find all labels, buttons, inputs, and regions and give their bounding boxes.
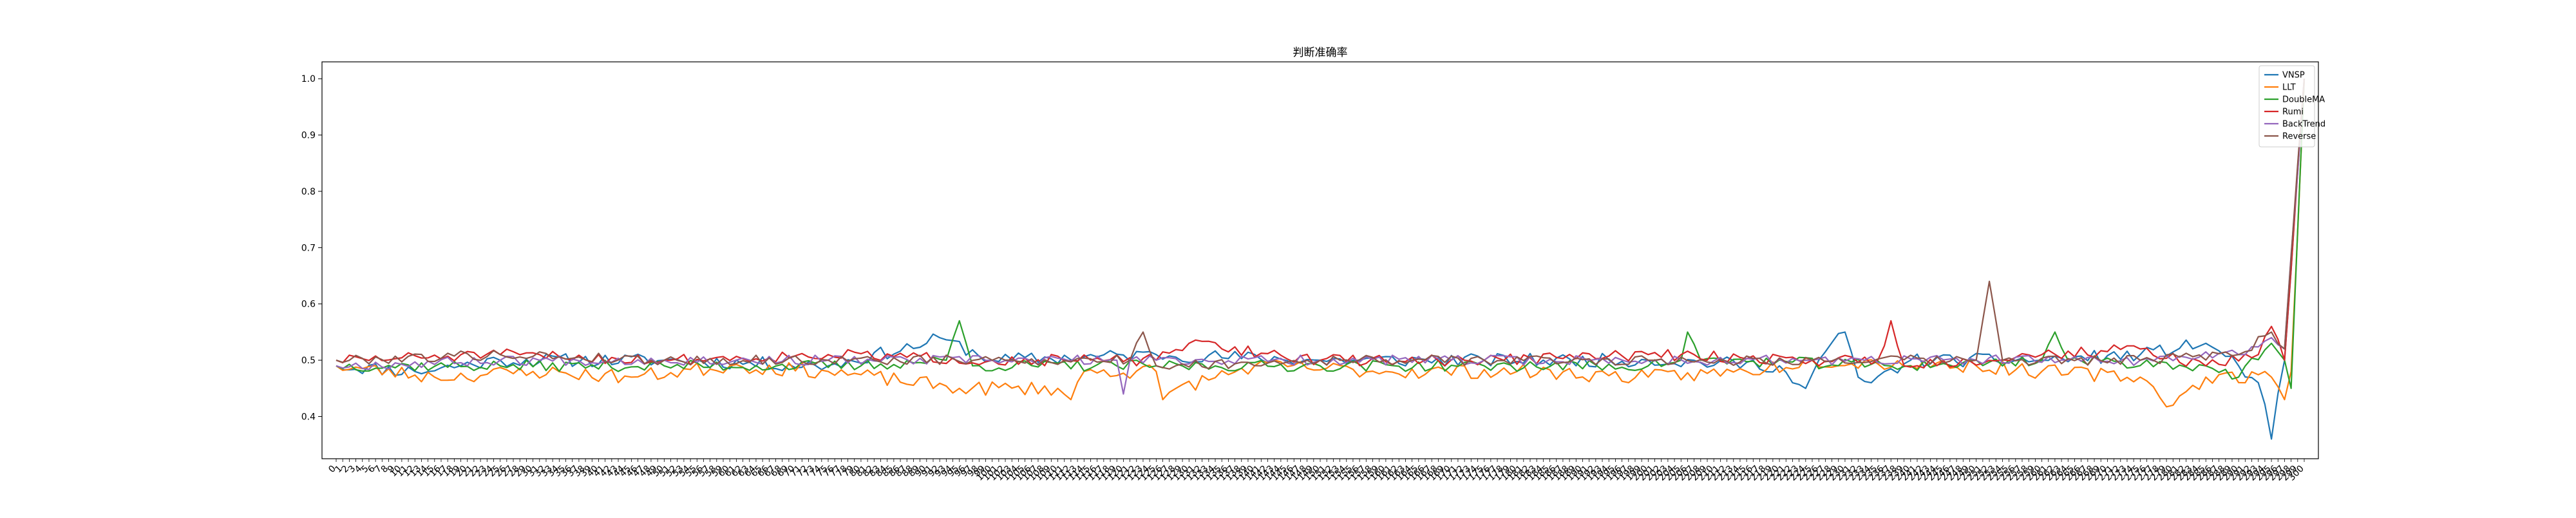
legend-label: VNSP	[2282, 71, 2305, 81]
y-tick-label: 0.4	[301, 412, 316, 422]
legend-box	[2259, 65, 2315, 148]
x-axis: 0123456789101112131415161718192021222324…	[327, 459, 2306, 483]
chart-title: 判断准确率	[1293, 46, 1348, 59]
y-tick-label: 0.8	[301, 187, 316, 197]
y-tick-label: 0.6	[301, 300, 316, 310]
y-axis: 0.4 0.5 0.6 0.7 0.8 0.9 1.0	[301, 74, 322, 422]
legend-label: Rumi	[2282, 108, 2304, 117]
legend-label: DoubleMA	[2282, 95, 2325, 105]
y-tick-label: 1.0	[301, 74, 316, 84]
legend-label: Reverse	[2282, 132, 2316, 142]
plot-area	[321, 61, 2319, 459]
legend-label: LLT	[2282, 83, 2296, 93]
legend: VNSP LLT DoubleMA Rumi BackTrend Reverse	[2259, 65, 2325, 148]
legend-label: BackTrend	[2282, 120, 2325, 130]
series-line-reverse	[336, 79, 2306, 370]
series-line-llt	[336, 79, 2306, 408]
y-tick-label: 0.9	[301, 131, 316, 141]
y-tick-label: 0.7	[301, 243, 316, 253]
y-tick-label: 0.5	[301, 356, 316, 366]
series-layer	[336, 79, 2306, 440]
